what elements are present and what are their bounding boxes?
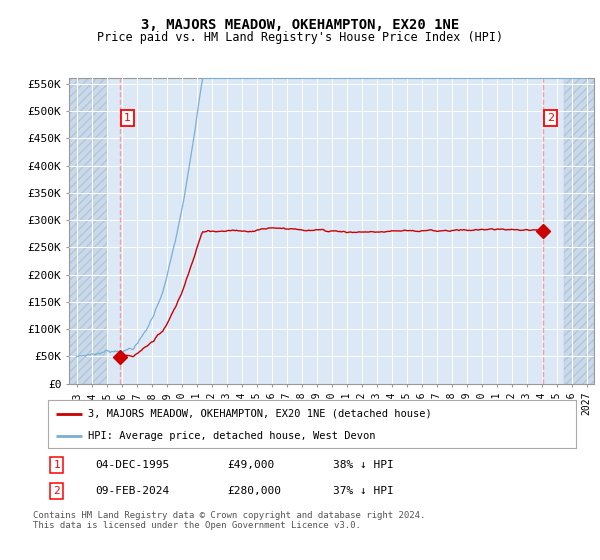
- Text: Contains HM Land Registry data © Crown copyright and database right 2024.
This d: Contains HM Land Registry data © Crown c…: [33, 511, 425, 530]
- Text: £280,000: £280,000: [227, 486, 281, 496]
- Text: 3, MAJORS MEADOW, OKEHAMPTON, EX20 1NE (detached house): 3, MAJORS MEADOW, OKEHAMPTON, EX20 1NE (…: [88, 409, 431, 419]
- Bar: [69, 78, 107, 384]
- Text: 2: 2: [53, 486, 60, 496]
- Text: 3, MAJORS MEADOW, OKEHAMPTON, EX20 1NE: 3, MAJORS MEADOW, OKEHAMPTON, EX20 1NE: [141, 18, 459, 32]
- Text: 04-DEC-1995: 04-DEC-1995: [95, 460, 170, 470]
- Text: 2: 2: [547, 113, 554, 123]
- Text: Price paid vs. HM Land Registry's House Price Index (HPI): Price paid vs. HM Land Registry's House …: [97, 31, 503, 44]
- Text: 37% ↓ HPI: 37% ↓ HPI: [333, 486, 394, 496]
- Bar: [564, 78, 594, 384]
- Text: 1: 1: [124, 113, 131, 123]
- Text: 38% ↓ HPI: 38% ↓ HPI: [333, 460, 394, 470]
- Text: £49,000: £49,000: [227, 460, 275, 470]
- Text: 09-FEB-2024: 09-FEB-2024: [95, 486, 170, 496]
- Text: HPI: Average price, detached house, West Devon: HPI: Average price, detached house, West…: [88, 431, 375, 441]
- Text: 1: 1: [53, 460, 60, 470]
